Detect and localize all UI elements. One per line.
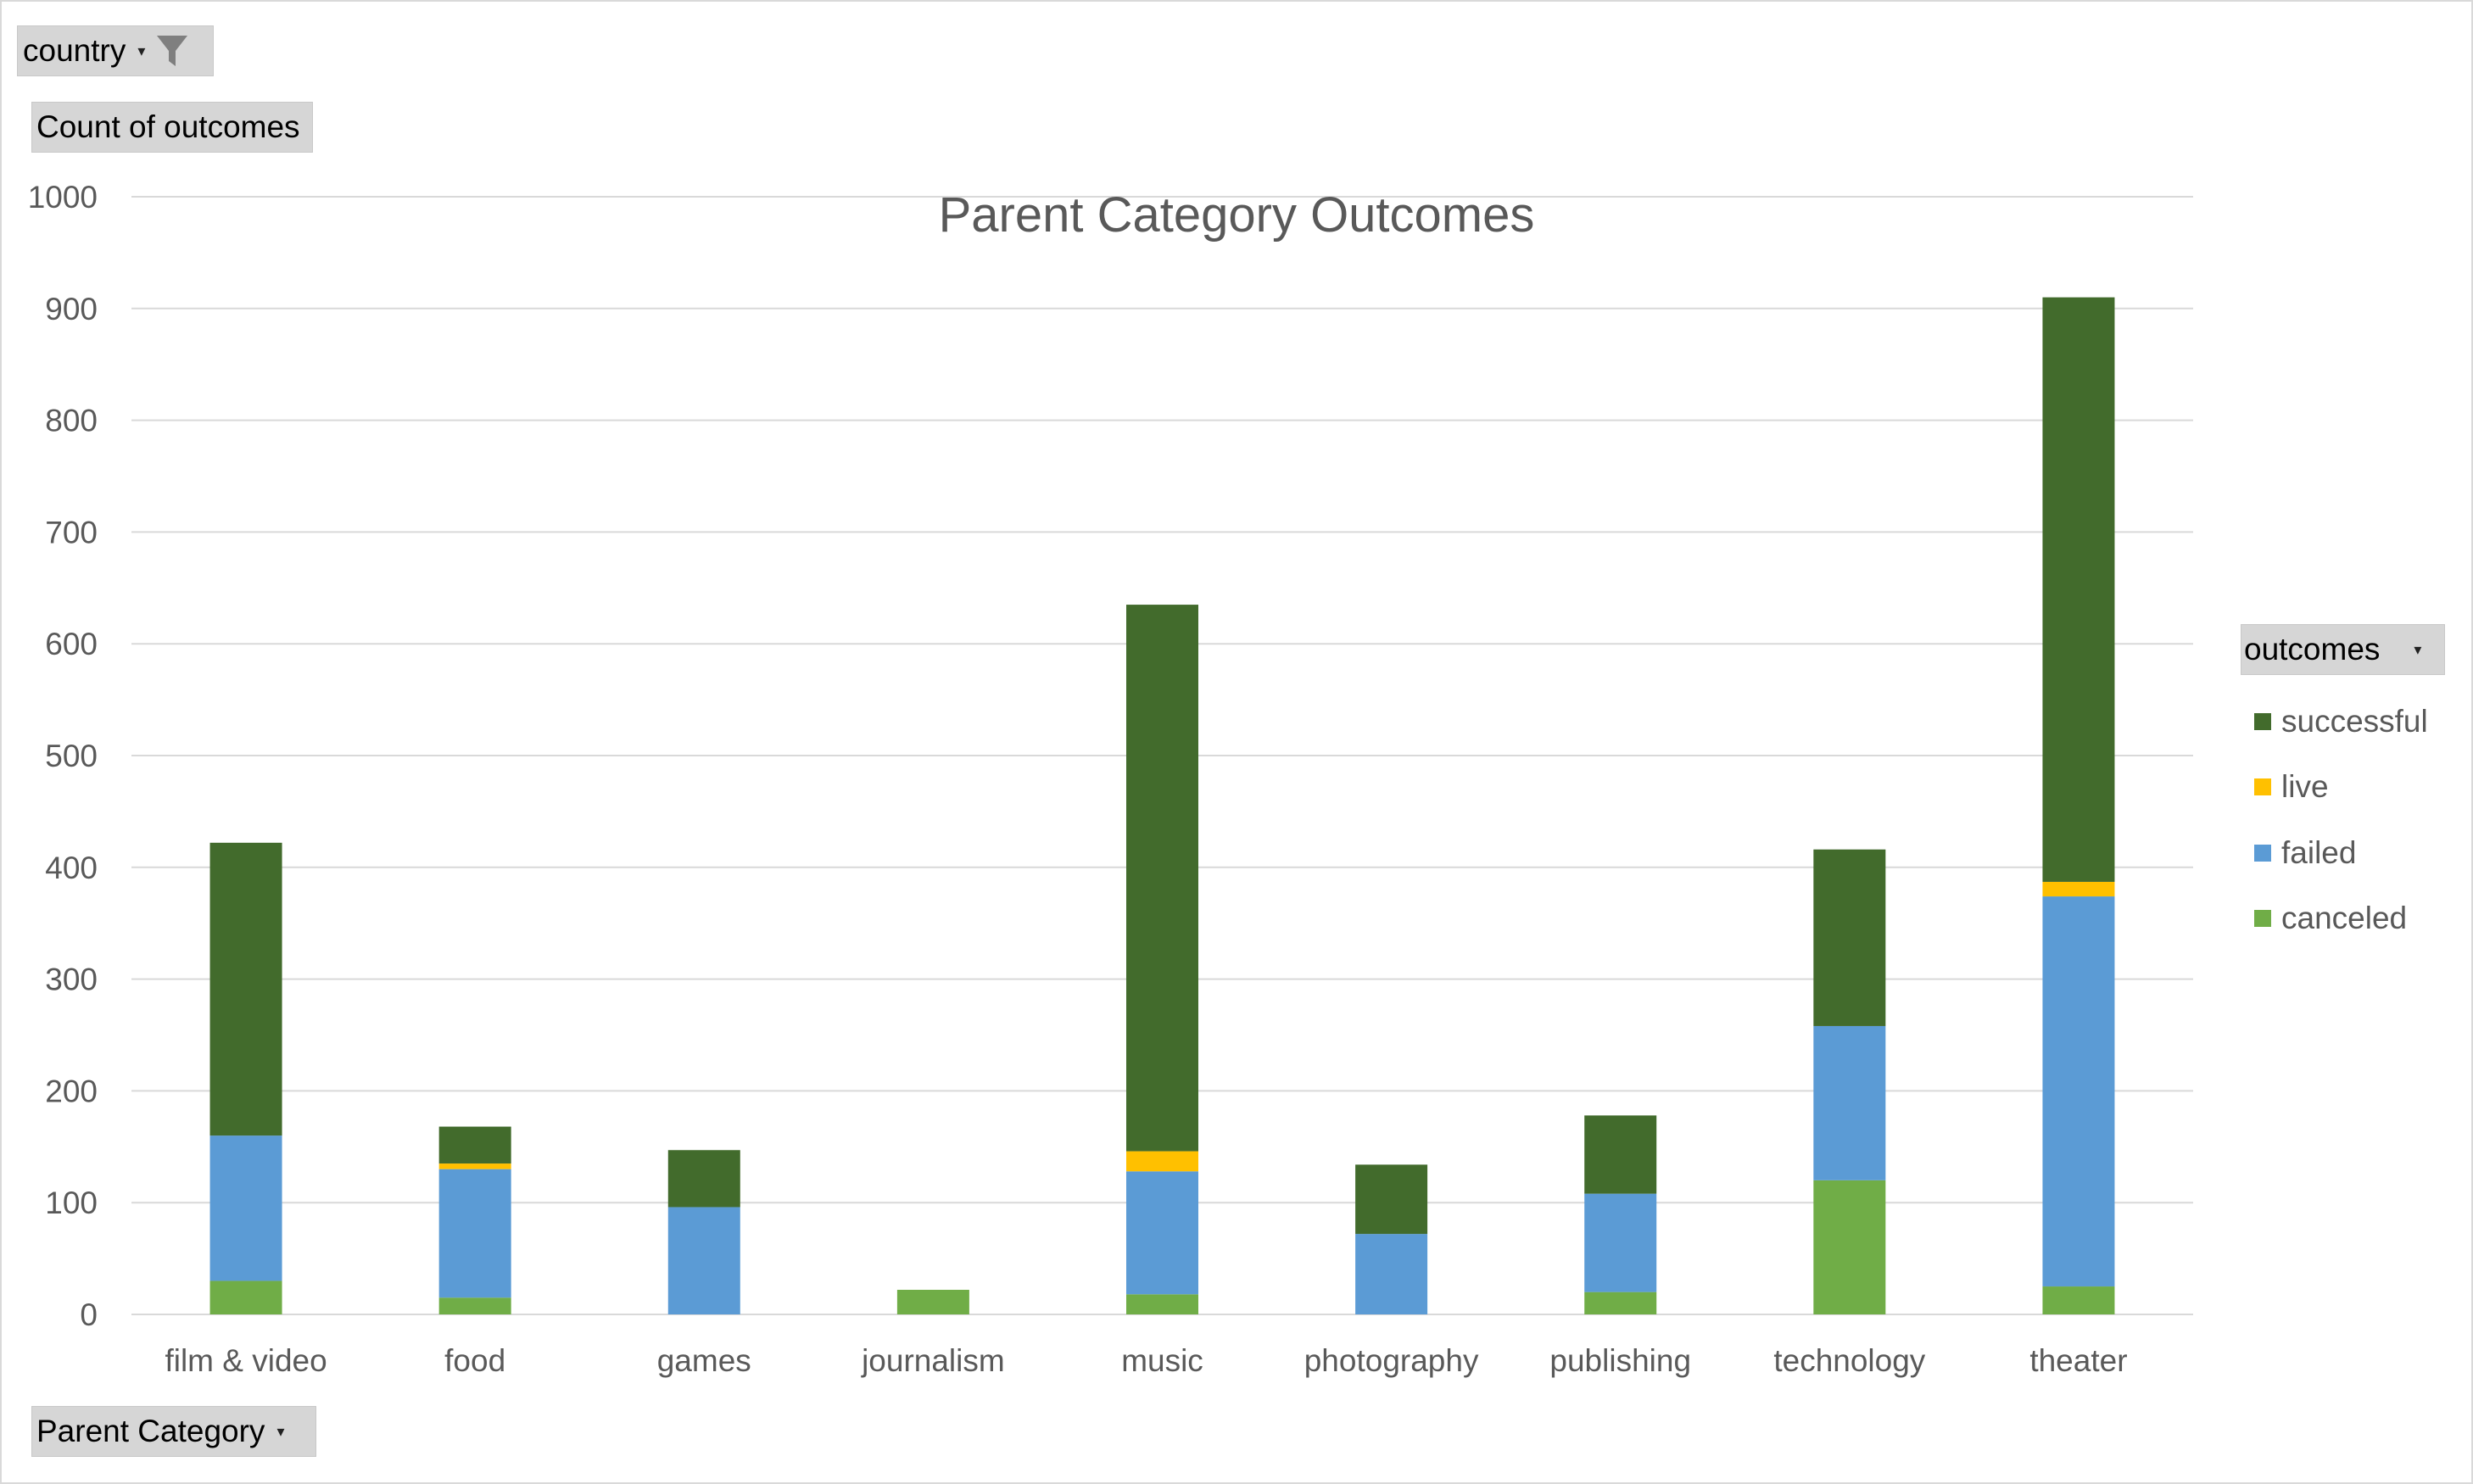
- bar-segment-canceled: [1584, 1292, 1657, 1314]
- bar-segment-live: [438, 1163, 511, 1169]
- dropdown-arrow-icon: ▾: [2414, 640, 2422, 658]
- bar-segment-successful: [1813, 849, 1886, 1026]
- bar-segment-canceled: [209, 1280, 282, 1314]
- bar-segment-failed: [2042, 896, 2115, 1287]
- legend-swatch: [2254, 778, 2271, 796]
- bar-segment-canceled: [896, 1290, 969, 1314]
- y-tick-label: 400: [45, 851, 98, 885]
- legend-swatch: [2254, 910, 2271, 928]
- x-tick-label: publishing: [1549, 1343, 1691, 1378]
- y-axis-ticks: 0 100 200 300 400 500 600 700 800 900 1000: [28, 180, 98, 1332]
- value-field-button[interactable]: Count of outcomes: [31, 102, 313, 153]
- legend-item-successful[interactable]: successful: [2254, 689, 2428, 755]
- bar-segment-successful: [1584, 1115, 1657, 1194]
- legend-label: failed: [2281, 834, 2357, 870]
- legend-item-canceled[interactable]: canceled: [2254, 886, 2428, 952]
- bar-segment-canceled: [1813, 1180, 1886, 1314]
- bar-segment-live: [1126, 1151, 1198, 1172]
- legend-swatch: [2254, 844, 2271, 862]
- bar-segment-successful: [438, 1126, 511, 1164]
- y-tick-label: 300: [45, 962, 98, 997]
- bar-segment-failed: [438, 1169, 511, 1298]
- x-tick-label: journalism: [861, 1343, 1005, 1378]
- y-tick-label: 200: [45, 1074, 98, 1108]
- x-tick-label: theater: [2029, 1343, 2127, 1378]
- legend: successful live failed canceled: [2254, 689, 2428, 951]
- bar-segment-successful: [2042, 297, 2115, 882]
- y-tick-label: 900: [45, 292, 98, 326]
- x-tick-label: music: [1121, 1343, 1203, 1378]
- bar-segment-successful: [667, 1150, 740, 1208]
- dropdown-arrow-icon: ▾: [276, 1422, 285, 1440]
- y-tick-label: 800: [45, 404, 98, 438]
- axis-field-label: Parent Category: [36, 1414, 265, 1448]
- bar-segment-failed: [1584, 1193, 1657, 1292]
- bar-segment-successful: [1355, 1164, 1428, 1235]
- legend-swatch: [2254, 712, 2271, 730]
- dropdown-arrow-icon: ▾: [137, 42, 146, 59]
- x-tick-label: technology: [1773, 1343, 1925, 1378]
- bar-segment-canceled: [1126, 1294, 1198, 1314]
- bar-segment-canceled: [2042, 1286, 2115, 1314]
- chart-title: Parent Category Outcomes: [939, 187, 1535, 243]
- legend-label: live: [2281, 769, 2329, 805]
- legend-field-label: outcomes: [2244, 632, 2381, 667]
- bar-segment-failed: [667, 1207, 740, 1314]
- legend-field-button[interactable]: outcomes ▾: [2241, 624, 2445, 675]
- legend-item-live[interactable]: live: [2254, 755, 2428, 821]
- x-tick-label: film & video: [165, 1343, 327, 1378]
- y-tick-label: 1000: [28, 180, 98, 215]
- y-tick-label: 500: [45, 739, 98, 773]
- bar-segment-failed: [1126, 1171, 1198, 1295]
- value-field-label: Count of outcomes: [36, 109, 300, 144]
- y-tick-label: 600: [45, 627, 98, 661]
- legend-label: canceled: [2281, 901, 2408, 936]
- x-axis-ticks: film & video food games journalism music phot…: [165, 1343, 2127, 1378]
- y-tick-label: 0: [80, 1297, 98, 1332]
- bar-segment-failed: [1813, 1025, 1886, 1180]
- bar-segment-successful: [1126, 605, 1198, 1152]
- bars: [209, 297, 2115, 1314]
- country-filter-label: country: [23, 33, 126, 68]
- bar-segment-failed: [1355, 1234, 1428, 1314]
- bar-segment-successful: [209, 842, 282, 1136]
- y-tick-label: 100: [45, 1186, 98, 1220]
- axis-field-button[interactable]: Parent Category ▾: [31, 1406, 316, 1457]
- legend-item-failed[interactable]: failed: [2254, 820, 2428, 886]
- x-tick-label: food: [444, 1343, 505, 1378]
- filter-icon: [157, 36, 188, 66]
- legend-label: successful: [2281, 703, 2428, 739]
- x-tick-label: photography: [1304, 1343, 1479, 1378]
- bar-segment-canceled: [438, 1297, 511, 1314]
- x-tick-label: games: [657, 1343, 751, 1378]
- country-filter-button[interactable]: country ▾: [17, 25, 214, 76]
- y-tick-label: 700: [45, 515, 98, 550]
- bar-segment-failed: [209, 1135, 282, 1281]
- bar-segment-live: [2042, 881, 2115, 897]
